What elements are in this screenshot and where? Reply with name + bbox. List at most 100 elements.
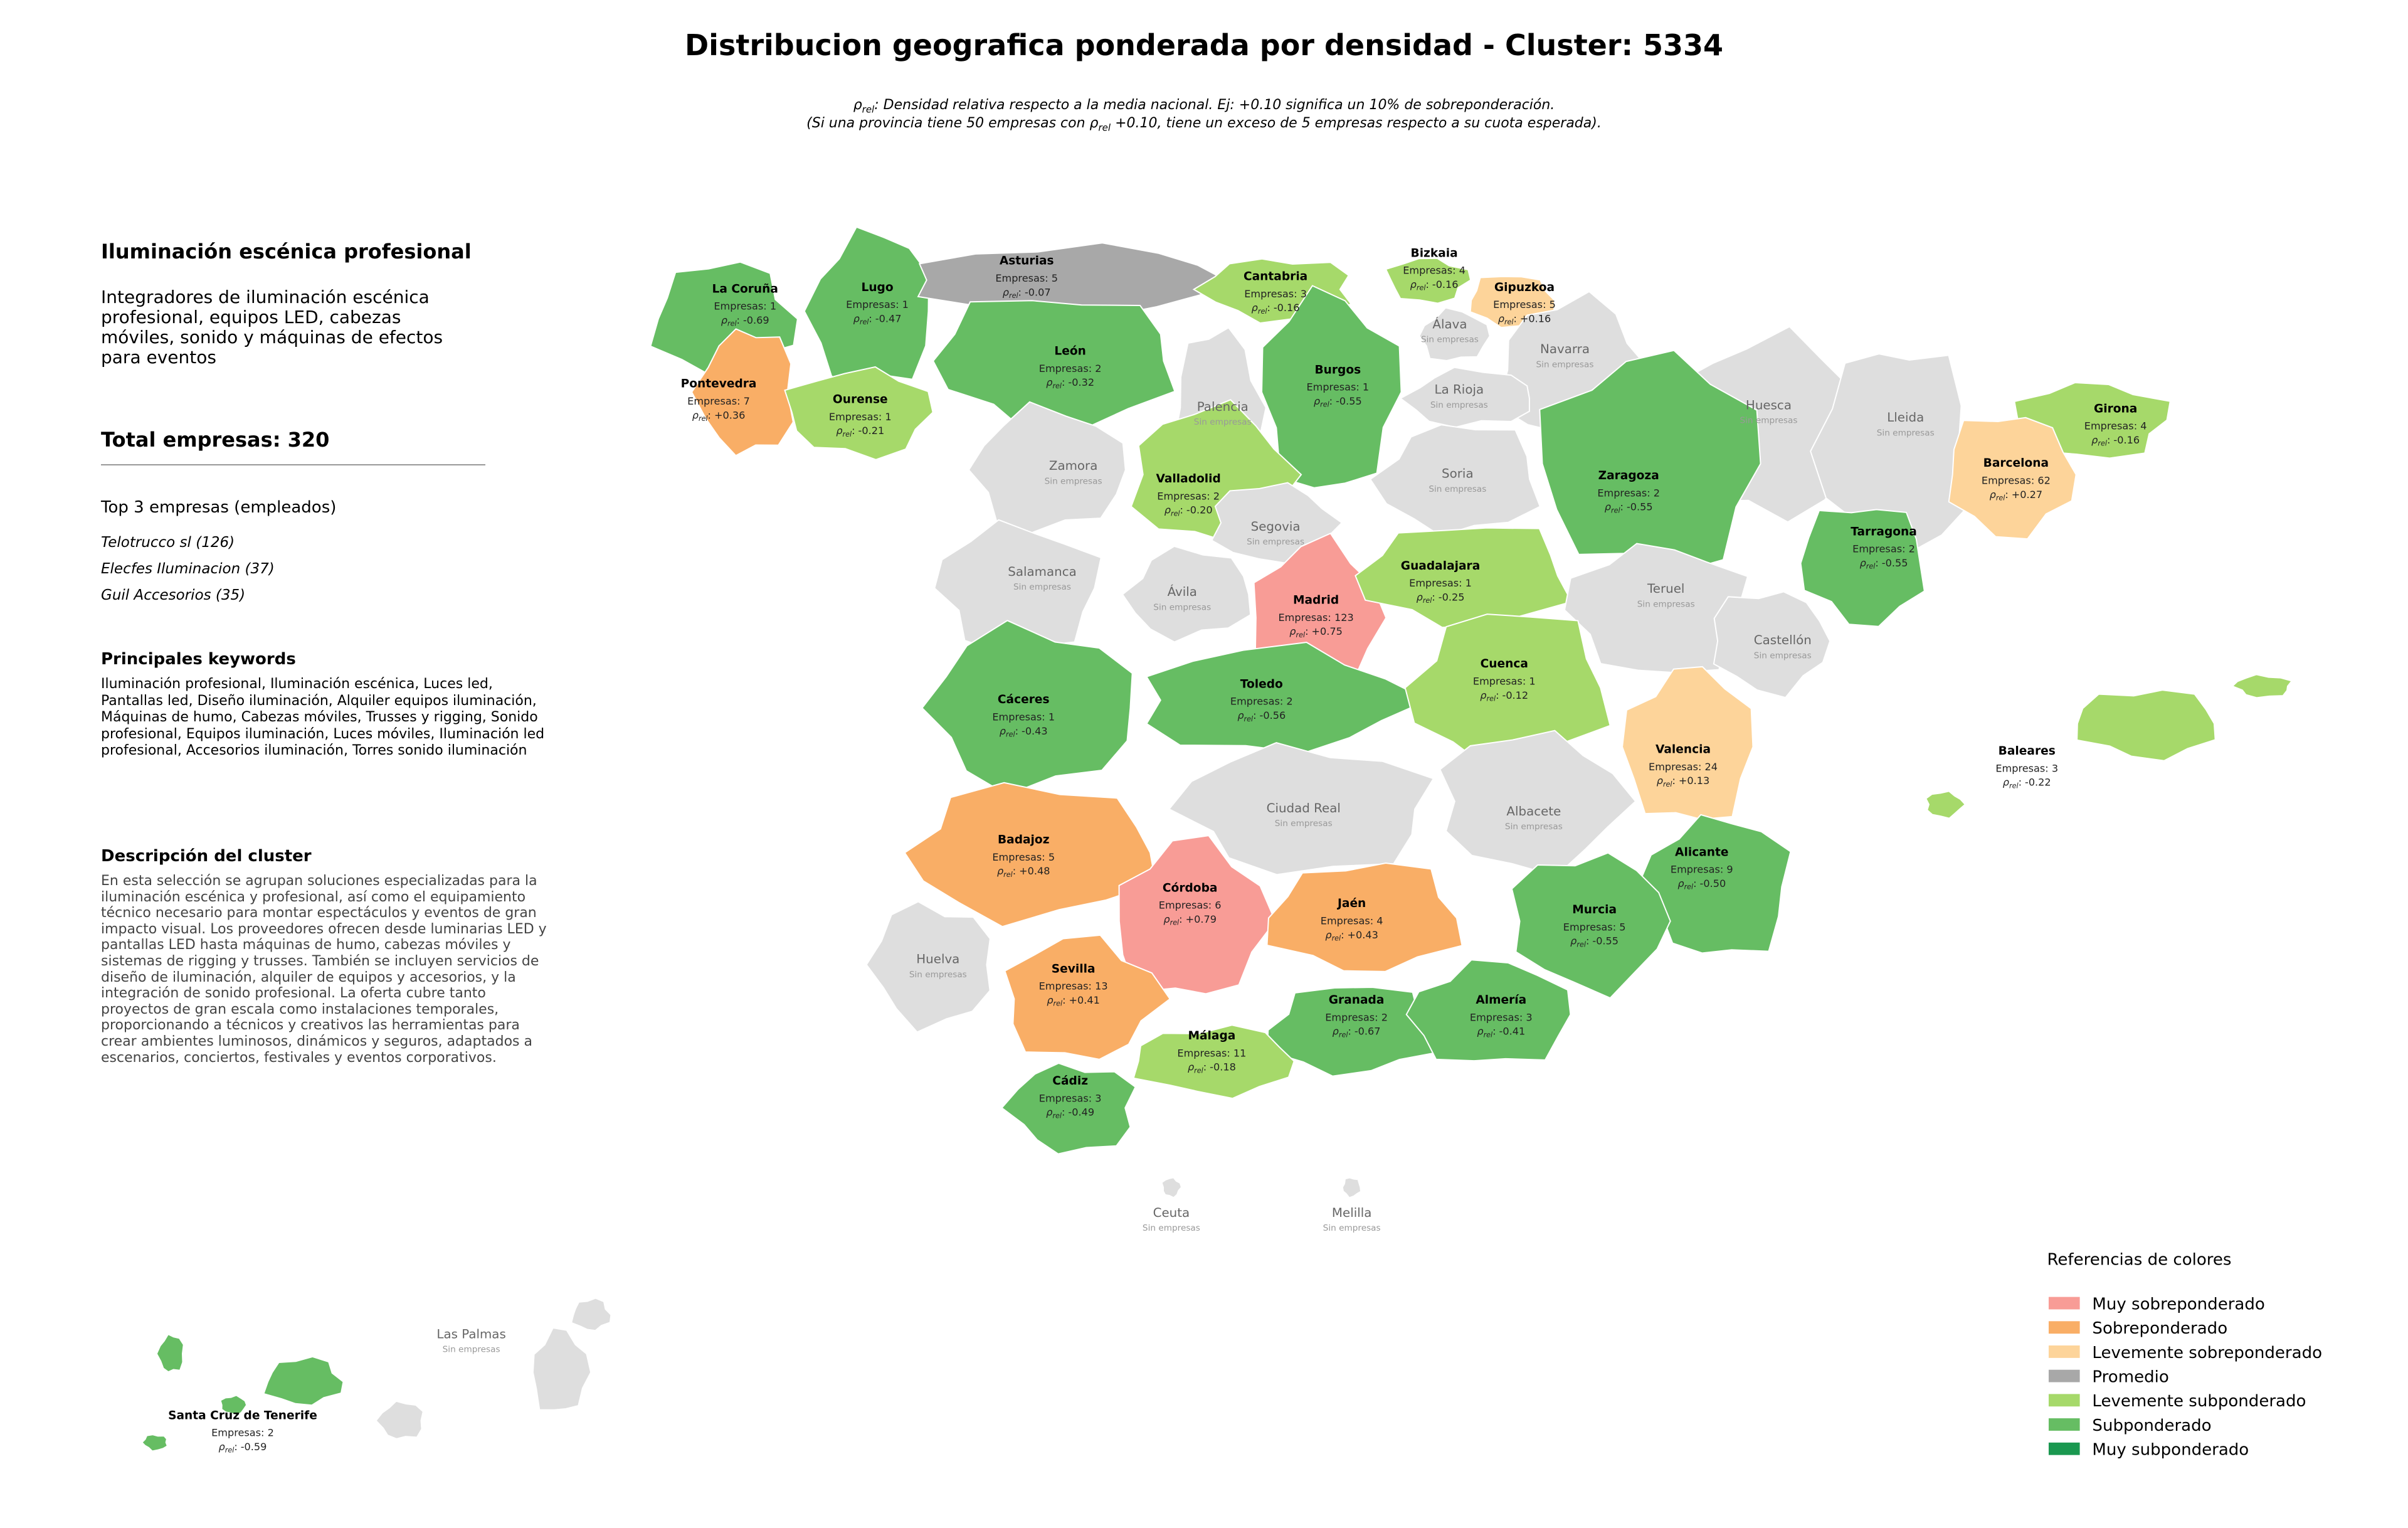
province-shape [2076,689,2216,761]
rho-sep: : [708,409,711,421]
rho-sub: rel [1320,401,1329,409]
province-empty: Sin empresas [1428,484,1486,494]
rho-sub: rel [727,320,737,328]
legend-swatch [2048,1321,2080,1334]
province-count: Empresas: 3 [1244,288,1307,300]
rho-sub: rel [1244,715,1254,723]
rho-sep: : [1267,302,1270,314]
rho-symbol: ρ [997,865,1004,877]
rho-symbol: ρ [1047,994,1054,1006]
province-rho: ρrel: -0.43 [1000,725,1048,739]
province-rho: ρrel: -0.16 [1410,279,1459,292]
province-rho: ρrel: -0.50 [1677,878,1726,891]
province-name: Huelva [916,952,959,967]
rho-sep: : [1179,913,1182,925]
province-rho: ρrel: -0.55 [1570,935,1619,949]
rho-symbol: ρ [1860,557,1867,569]
province-name: Granada [1329,994,1385,1007]
province-name: Cáceres [998,693,1050,706]
rho-symbol: ρ [1046,1106,1053,1118]
subtitle-part: ρ [1089,115,1099,131]
rho-symbol: ρ [219,1441,226,1453]
province-count: Empresas: 13 [1039,980,1108,992]
rho-symbol: ρ [1314,395,1321,407]
subtitle-part: rel [862,103,875,115]
rho-value: +0.75 [1312,625,1343,637]
legend-label: Levemente sobreponderado [2092,1344,2322,1362]
province-rho: ρrel: -0.67 [1333,1026,1381,1039]
province-name: Asturias [1000,255,1054,268]
rho-sep: : [1586,935,1589,947]
province-shape [1622,666,1754,820]
rho-value: -0.25 [1439,592,1465,603]
rho-value: -0.43 [1022,725,1048,737]
province-rho: ρrel: +0.16 [1498,313,1551,327]
province-empty: Sin empresas [1153,602,1211,612]
province-name: Murcia [1572,903,1617,916]
keywords: Iluminación profesional, Iluminación esc… [101,676,545,758]
province-name: Gipuzkoa [1494,281,1555,294]
province-shape [156,1333,184,1373]
rho-value: -0.32 [1068,376,1094,388]
province-empty: Sin empresas [1275,819,1333,829]
rho-value: -0.59 [241,1441,267,1453]
province-shape [1001,1062,1136,1155]
rho-value: -0.50 [1700,878,1726,889]
province-empty: Sin empresas [1740,416,1797,426]
rho-symbol: ρ [1164,504,1171,516]
province-name: Guadalajara [1401,560,1480,573]
province-empty: Sin empresas [1877,428,1935,438]
province-empty: Sin empresas [1247,537,1304,547]
rho-value: +0.27 [2012,489,2042,501]
province-rho: ρrel: -0.20 [1164,504,1213,518]
province-shape [141,1434,169,1452]
rho-symbol: ρ [1188,1061,1195,1073]
province-name: Segovia [1251,519,1301,534]
province-rho: ρrel: +0.27 [1990,489,2043,502]
province-name: Zamora [1049,459,1097,473]
province-count: Empresas: 1 [1409,577,1472,589]
rho-sub: rel [1194,1066,1203,1074]
province-name: Pontevedra [681,378,757,391]
legend-swatch [2048,1418,2080,1431]
province-name: La Coruña [712,282,778,295]
province-shape [1168,741,1435,876]
rho-symbol: ρ [1252,302,1259,314]
rho-symbol: ρ [1498,313,1505,325]
keywords-heading: Principales keywords [101,650,296,669]
rho-sub: rel [699,415,708,423]
province-shape [1369,424,1541,537]
rho-symbol: ρ [1333,1026,1339,1037]
province-name: Madrid [1293,593,1339,607]
rho-sep: : [869,313,872,325]
province-count: Empresas: 2 [1852,543,1915,555]
province-name: Navarra [1540,342,1590,356]
rho-value: -0.41 [1499,1026,1526,1037]
province-rho: ρrel: -0.55 [1605,501,1653,515]
rho-sep: : [1015,725,1018,737]
province-empty: Sin empresas [909,970,967,980]
rho-sep: : [1018,286,1022,298]
province-shape [1810,353,1972,563]
total: Total empresas: 320 [101,428,330,452]
cluster-heading: Descripción del cluster [101,847,312,866]
rho-sub: rel [1684,883,1694,891]
rho-sep: : [1672,775,1676,787]
rho-symbol: ρ [2003,777,2010,788]
rho-value: -0.55 [1627,501,1653,513]
province-count: Empresas: 3 [1470,1011,1533,1023]
rho-symbol: ρ [1480,689,1487,701]
province-shape [1713,591,1831,699]
subtitle-part: +0.10, tiene un exceso de 5 empresas res… [1111,115,1602,131]
rho-sep: : [1062,376,1065,388]
rho-sub: rel [1052,382,1062,390]
rho-symbol: ρ [1990,489,1997,501]
rho-sub: rel [1487,695,1496,703]
rho-sub: rel [1332,935,1341,943]
province-shape [1399,366,1530,428]
province-shape [375,1400,424,1440]
legend-title: Referencias de colores [2047,1251,2231,1270]
province-name: Valladolid [1156,472,1221,485]
rho-sub: rel [2098,440,2107,448]
